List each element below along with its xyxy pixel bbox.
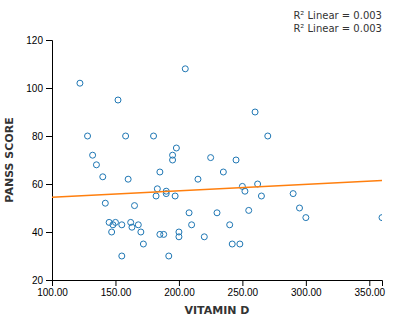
scatter-point [115, 97, 121, 103]
scatter-point [227, 222, 233, 228]
y-tick-mark [46, 136, 52, 137]
scatter-point [242, 188, 248, 194]
x-tick-mark [115, 280, 116, 286]
scatter-point [151, 133, 157, 139]
x-tick-label: 300.00 [291, 287, 322, 298]
y-tick-label: 60 [32, 179, 44, 190]
x-tick-mark [242, 280, 243, 286]
x-tick: 250.00 [228, 280, 259, 298]
scatter-point [93, 162, 99, 168]
scatter-point [154, 186, 160, 192]
x-tick: 150.00 [101, 280, 132, 298]
y-tick: 100 [26, 83, 52, 94]
x-axis-title: VITAMIN D [185, 304, 250, 317]
scatter-point [233, 157, 239, 163]
scatter-point [173, 145, 179, 151]
x-tick-label: 100.00 [37, 287, 68, 298]
x-tick-mark [369, 280, 370, 286]
annotation: R² Linear = 0.003 [293, 23, 382, 34]
x-tick-mark [179, 280, 180, 286]
y-tick-mark [46, 280, 52, 281]
x-axis: 100.00 150.00 200.00 250.00 300.00 350.00 [37, 280, 385, 298]
y-tick: 40 [32, 227, 52, 238]
scatter-point [157, 169, 163, 175]
scatter-point [237, 241, 243, 247]
y-tick-label: 120 [26, 35, 43, 46]
scatter-point [100, 174, 106, 180]
scatter-point [109, 229, 115, 235]
y-tick-label: 40 [32, 227, 44, 238]
scatter-point [303, 215, 309, 221]
x-tick: 300.00 [291, 280, 322, 298]
scatter-point [132, 203, 138, 209]
marks [52, 66, 382, 259]
x-axis-line [53, 281, 383, 287]
scatter-point [189, 222, 195, 228]
y-tick-label: 80 [32, 131, 44, 142]
chart: 100.00 150.00 200.00 250.00 300.00 350.00 20 40… [0, 0, 400, 322]
scatter-point [265, 133, 271, 139]
x-tick-label: 250.00 [228, 287, 259, 298]
scatter-point [90, 152, 96, 158]
y-tick: 120 [26, 35, 52, 46]
scatter-point [208, 155, 214, 161]
y-tick-mark [46, 88, 52, 89]
scatter-point [125, 176, 131, 182]
scatter-point [379, 215, 382, 221]
scatter-point [166, 253, 172, 259]
scatter-point [123, 133, 129, 139]
scatter-point [220, 169, 226, 175]
scatter-point [214, 210, 220, 216]
y-axis-line [46, 41, 53, 281]
scatter-point [172, 193, 178, 199]
y-axis: 20 40 60 80 100 120 [26, 35, 52, 286]
scatter-point [176, 229, 182, 235]
y-tick: 60 [32, 179, 52, 190]
scatter-point [195, 176, 201, 182]
scatter-point [119, 222, 125, 228]
scatter-point [112, 219, 118, 225]
scatter-point [161, 231, 167, 237]
y-tick-mark [46, 232, 52, 233]
y-tick-mark [46, 184, 52, 185]
x-tick-mark [306, 280, 307, 286]
y-tick: 20 [32, 275, 52, 286]
scatter-point [153, 193, 159, 199]
annotation: R² Linear = 0.003 [293, 10, 382, 21]
scatter-point [170, 157, 176, 163]
scatter-point [182, 66, 188, 72]
x-tick-label: 200.00 [164, 287, 195, 298]
scatter-point [246, 207, 252, 213]
scatter-point [290, 191, 296, 197]
scatter-point [135, 222, 141, 228]
y-tick: 80 [32, 131, 52, 142]
scatter-point [77, 80, 83, 86]
scatter-point [140, 241, 146, 247]
scatter-point [129, 224, 135, 230]
scatter-point [102, 200, 108, 206]
scatter-point [186, 210, 192, 216]
scatter-point [85, 133, 91, 139]
scatter-point [138, 229, 144, 235]
scatter-point [201, 234, 207, 240]
scatter-point [252, 109, 258, 115]
x-tick: 200.00 [164, 280, 195, 298]
plot: 100.00 150.00 200.00 250.00 300.00 350.00 20 40… [26, 35, 385, 298]
y-tick-label: 100 [26, 83, 43, 94]
x-tick-label: 150.00 [101, 287, 132, 298]
scatter-point [119, 253, 125, 259]
trend-line [52, 180, 382, 197]
scatter-point [297, 205, 303, 211]
x-tick: 350.00 [355, 280, 386, 298]
y-axis-title: PANSS SCORE [3, 117, 16, 202]
y-tick-label: 20 [32, 275, 44, 286]
scatter-point [258, 193, 264, 199]
y-tick-mark [46, 40, 52, 41]
x-tick-label: 350.00 [355, 287, 386, 298]
scatter-point [229, 241, 235, 247]
